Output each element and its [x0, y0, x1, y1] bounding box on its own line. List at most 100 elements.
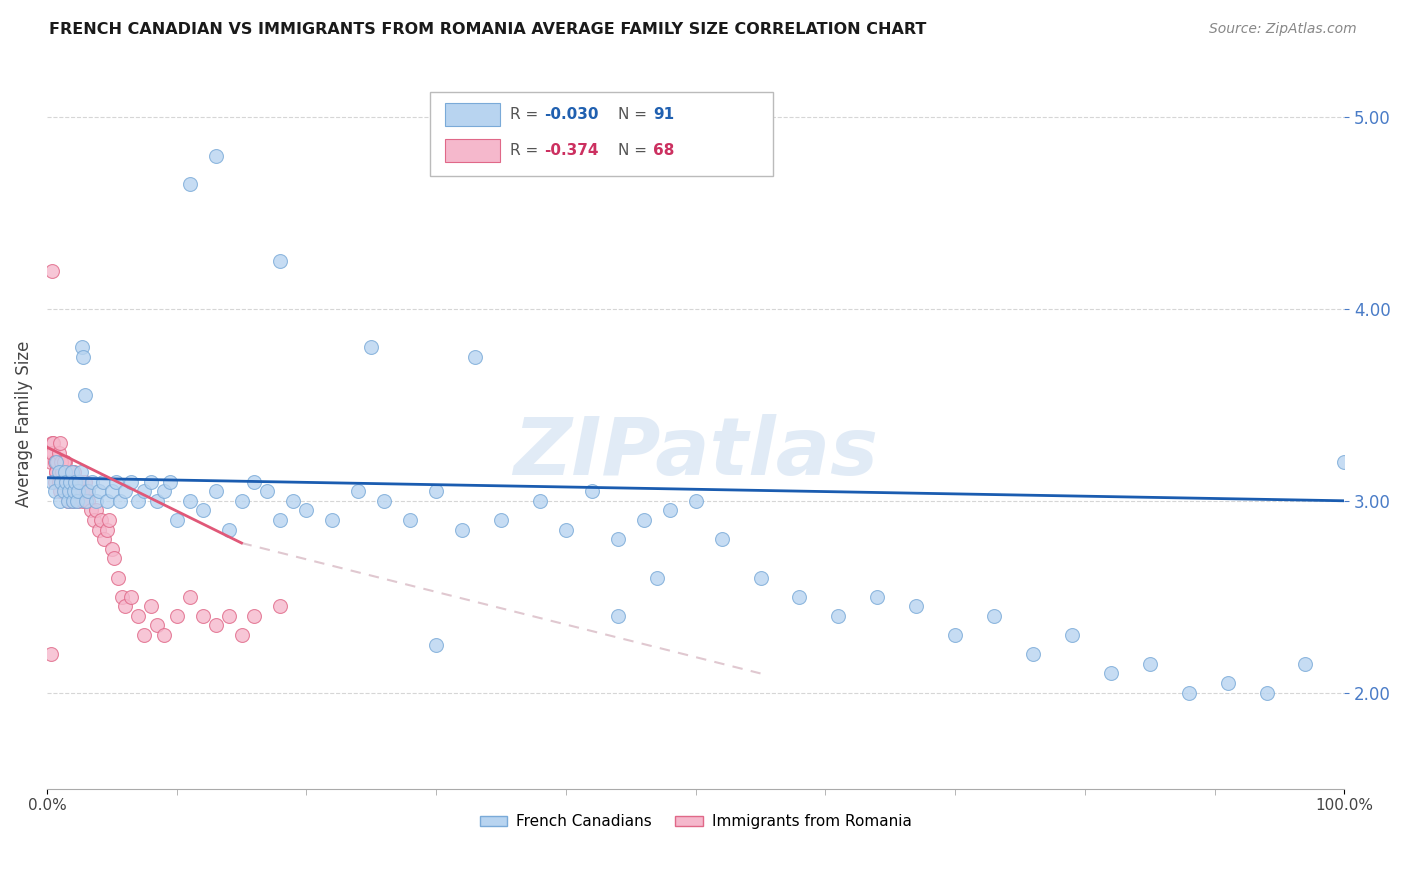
Point [84, 493, 107, 508]
Point [943, 628, 966, 642]
Point [269, 513, 291, 527]
Point [983, 608, 1005, 623]
Text: ZIPatlas: ZIPatlas [513, 414, 879, 492]
Point [100, 541, 122, 556]
Point [554, 523, 576, 537]
Point [104, 475, 127, 489]
Point [70, 340, 93, 354]
Point [127, 493, 149, 508]
Point [44, 484, 66, 499]
Point [52, 455, 75, 469]
Point [65, 484, 87, 499]
Point [91, 475, 114, 489]
Point [218, 608, 240, 623]
Point [179, 493, 201, 508]
Point [55, 475, 77, 489]
Point [75, 493, 97, 508]
Point [425, 638, 447, 652]
Point [70, 484, 93, 499]
Point [581, 484, 603, 499]
Point [204, 148, 226, 162]
Point [60, 465, 83, 479]
Point [827, 608, 849, 623]
Point [204, 618, 226, 632]
Point [90, 513, 112, 527]
Point [107, 570, 129, 584]
Point [53, 465, 76, 479]
Point [243, 608, 266, 623]
Point [529, 493, 551, 508]
Point [166, 513, 188, 527]
Point [191, 503, 214, 517]
Point [87, 523, 110, 537]
Point [685, 493, 707, 508]
Point [399, 513, 422, 527]
Point [48, 475, 70, 489]
Point [1060, 628, 1083, 642]
Point [66, 484, 89, 499]
Point [120, 475, 142, 489]
Point [44, 455, 66, 469]
Point [1177, 685, 1199, 699]
Point [80, 503, 103, 517]
Point [139, 475, 162, 489]
Point [1139, 657, 1161, 671]
Point [103, 551, 125, 566]
Point [51, 475, 73, 489]
Point [1256, 685, 1278, 699]
Point [52, 484, 75, 499]
Point [108, 493, 131, 508]
Point [58, 465, 80, 479]
Point [710, 532, 733, 546]
Point [41, 446, 63, 460]
Point [73, 475, 96, 489]
Point [159, 475, 181, 489]
Point [45, 465, 67, 479]
Point [96, 493, 118, 508]
Point [62, 493, 84, 508]
Point [373, 493, 395, 508]
Point [114, 484, 136, 499]
Point [66, 475, 89, 489]
Point [98, 513, 121, 527]
Point [59, 475, 82, 489]
Point [49, 484, 72, 499]
Point [606, 608, 628, 623]
Legend: French Canadians, Immigrants from Romania: French Canadians, Immigrants from Romani… [474, 808, 918, 836]
Point [46, 455, 69, 469]
Point [269, 599, 291, 614]
FancyBboxPatch shape [430, 93, 773, 177]
Point [39, 455, 62, 469]
Y-axis label: Average Family Size: Average Family Size [15, 341, 32, 508]
Point [55, 475, 77, 489]
Text: Source: ZipAtlas.com: Source: ZipAtlas.com [1209, 22, 1357, 37]
Point [39, 647, 62, 661]
Point [451, 523, 474, 537]
Point [65, 475, 87, 489]
Point [321, 513, 343, 527]
Point [69, 465, 91, 479]
Point [256, 484, 278, 499]
Point [179, 590, 201, 604]
Point [146, 493, 169, 508]
Point [464, 350, 486, 364]
Point [51, 475, 73, 489]
Point [53, 455, 76, 469]
Point [83, 513, 105, 527]
Point [425, 484, 447, 499]
Point [606, 532, 628, 546]
Point [658, 503, 681, 517]
Point [283, 493, 305, 508]
Point [60, 475, 83, 489]
Point [231, 493, 253, 508]
Point [49, 436, 72, 450]
Point [82, 475, 104, 489]
Point [66, 493, 89, 508]
Point [56, 493, 79, 508]
FancyBboxPatch shape [446, 103, 499, 126]
Point [41, 475, 63, 489]
Point [866, 590, 889, 604]
Point [67, 484, 90, 499]
Point [45, 465, 67, 479]
Text: 68: 68 [652, 144, 675, 158]
